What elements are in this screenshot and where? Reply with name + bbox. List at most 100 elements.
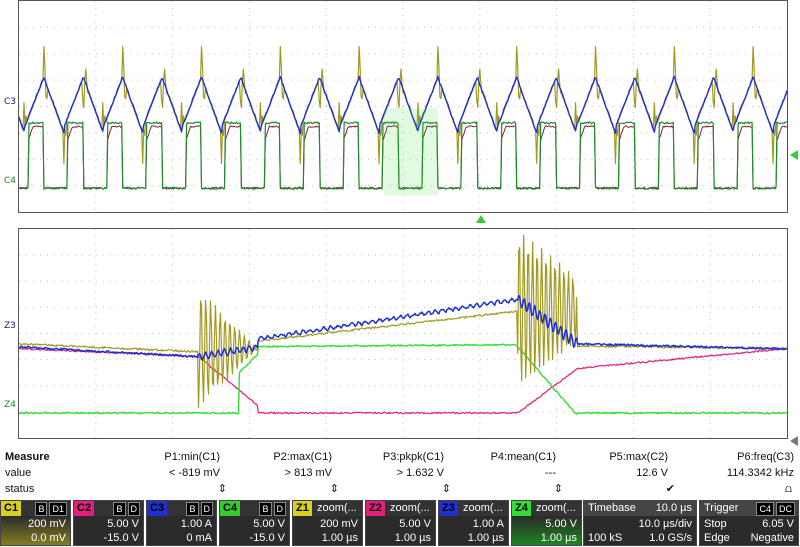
channel-box-z4[interactable]: Z4 zoom(... 5.00 V 1.00 µs [511, 500, 582, 546]
measurement-table: Measure P1:min(C1) P2:max(C1) P3:pkpk(C1… [0, 449, 800, 499]
timebase-box[interactable]: Timebase 10.0 µs 10.0 µs/div 100 kS 1.0 … [583, 500, 697, 546]
p4-header[interactable]: P4:mean(C1) [490, 451, 556, 463]
p1-value: < -819 mV [168, 467, 220, 479]
channel-flag-badge: D [200, 502, 213, 516]
measure-header-row: Measure P1:min(C1) P2:max(C1) P3:pkpk(C1… [0, 449, 800, 465]
main-waveform-grid[interactable] [18, 0, 788, 213]
channel-scale: 1.00 A [180, 518, 212, 530]
channel-scale: 1.00 A [472, 518, 504, 530]
channel-flag-badge: B [186, 502, 199, 516]
channel-offset: 1.00 µs [394, 532, 431, 544]
trigger-coupling-badge: DC [776, 502, 795, 516]
channel-box-header: C3 B D [147, 501, 216, 516]
z3-marker[interactable]: Z3 [4, 321, 16, 331]
channel-offset: -15.0 V [249, 532, 285, 544]
p3-header[interactable]: P3:pkpk(C1) [382, 451, 444, 463]
graticule [19, 229, 787, 438]
trace-z2 [19, 347, 787, 415]
channel-flag-badge: B [259, 502, 272, 516]
channel-box-header: Z2 zoom(... [366, 501, 435, 516]
channel-box-z3[interactable]: Z3 zoom(... 1.00 A 1.00 µs [438, 500, 509, 546]
channel-id-tag: C2 [74, 501, 95, 516]
p4-value: --- [545, 467, 556, 479]
p1-status-icon: ⇕ [217, 483, 227, 495]
channel-offset: 1.00 µs [321, 532, 358, 544]
trigger-position-marker[interactable] [476, 215, 486, 223]
channel-box-c2[interactable]: C2 B D 5.00 V -15.0 V [73, 500, 144, 546]
channel-box-c4[interactable]: C4 B D 5.00 V -15.0 V [219, 500, 290, 546]
trigger-label: Trigger [704, 502, 739, 514]
trigger-type: Edge [704, 532, 730, 544]
channel-scale: 5.00 V [399, 518, 431, 530]
channel-box-header: C1 B D1 [1, 501, 70, 516]
channel-scale: 5.00 V [545, 518, 577, 530]
channel-id-tag: Z1 [293, 501, 312, 516]
channel-box-z2[interactable]: Z2 zoom(... 5.00 V 1.00 µs [365, 500, 436, 546]
channel-flag-badge: B [113, 502, 126, 516]
zoom-waveform-plot [19, 229, 787, 438]
channel-id-tag: Z2 [366, 501, 385, 516]
trace-z3 [19, 294, 787, 361]
channel-id-tag: C1 [1, 501, 22, 516]
channel-id-tag: Z4 [512, 501, 531, 516]
trace-c4 [19, 121, 787, 190]
channel-id-tag: C4 [220, 501, 241, 516]
p5-header[interactable]: P5:max(C2) [609, 451, 668, 463]
measure-title: Measure [5, 451, 50, 463]
zoom-edge-marker [790, 436, 798, 446]
timebase-per-div: 10.0 µs/div [638, 518, 692, 530]
trigger-level-marker[interactable] [790, 150, 798, 160]
channel-box-header: C2 B D [74, 501, 143, 516]
graticule [19, 1, 787, 212]
p5-value: 12.6 V [636, 467, 668, 479]
channel-box-c3[interactable]: C3 B D 1.00 A 0 mA [146, 500, 217, 546]
p1-header[interactable]: P1:min(C1) [164, 451, 220, 463]
timebase-rate: 1.0 GS/s [649, 532, 692, 544]
p6-value: 114.3342 kHz [726, 467, 794, 479]
trace-z1 [19, 234, 787, 408]
c4-marker[interactable]: C4 [4, 176, 17, 186]
channel-box-header: Z3 zoom(... [439, 501, 508, 516]
channel-flag-badge: B [35, 502, 48, 516]
trace-c3 [19, 75, 787, 135]
p3-value: > 1.632 V [396, 467, 444, 479]
channel-scale: 200 mV [28, 518, 66, 530]
trigger-source-badge: C4 [756, 502, 774, 516]
channel-id-tag: C3 [147, 501, 168, 516]
value-label: value [5, 467, 32, 479]
channel-id-tag: Z3 [439, 501, 458, 516]
timebase-samples: 100 kS [588, 532, 623, 544]
channel-offset: 1.00 µs [540, 532, 577, 544]
p2-header[interactable]: P2:max(C1) [273, 451, 332, 463]
channel-scale: 200 mV [320, 518, 358, 530]
trace-z4 [19, 343, 787, 415]
channel-offset: 0 mA [186, 532, 212, 544]
channel-source-text: zoom(... [390, 502, 430, 514]
zoom-waveform-grid[interactable] [18, 228, 788, 439]
p3-status-icon: ⇕ [441, 483, 451, 495]
channel-box-header: Z4 zoom(... [512, 501, 581, 516]
p2-value: > 813 mV [284, 467, 332, 479]
c3-marker[interactable]: C3 [4, 97, 17, 107]
channel-box-header: Z1 zoom(... [293, 501, 362, 516]
z4-marker[interactable]: Z4 [4, 400, 16, 410]
channel-box-c1[interactable]: C1 B D1 200 mV 0.0 mV [0, 500, 71, 546]
timebase-label: Timebase [588, 502, 636, 514]
channel-source-text: zoom(... [317, 502, 357, 514]
channel-box-header: C4 B D [220, 501, 289, 516]
channel-descriptor-bar: C1 B D1 200 mV 0.0 mV C2 B D 5.00 V -15.0 V C3 B D 1.… [0, 500, 800, 547]
trigger-mode: Stop [704, 518, 727, 530]
trigger-box[interactable]: Trigger C4 DC Stop 6.05 V Edge Negative [699, 500, 799, 546]
channel-offset: 0.0 mV [31, 532, 66, 544]
channel-source-text: zoom(... [536, 502, 576, 514]
channel-scale: 5.00 V [107, 518, 139, 530]
p4-status-icon: ⇕ [553, 483, 563, 495]
timebase-value: 10.0 µs [655, 502, 692, 514]
channel-source-text: zoom(... [463, 502, 503, 514]
channel-flag-badge: D [273, 502, 286, 516]
channel-offset: -15.0 V [103, 532, 139, 544]
main-waveform-plot [19, 1, 787, 212]
p6-header[interactable]: P6:freq(C3) [737, 451, 794, 463]
channel-flag-badge: D1 [49, 502, 67, 516]
channel-box-z1[interactable]: Z1 zoom(... 200 mV 1.00 µs [292, 500, 363, 546]
